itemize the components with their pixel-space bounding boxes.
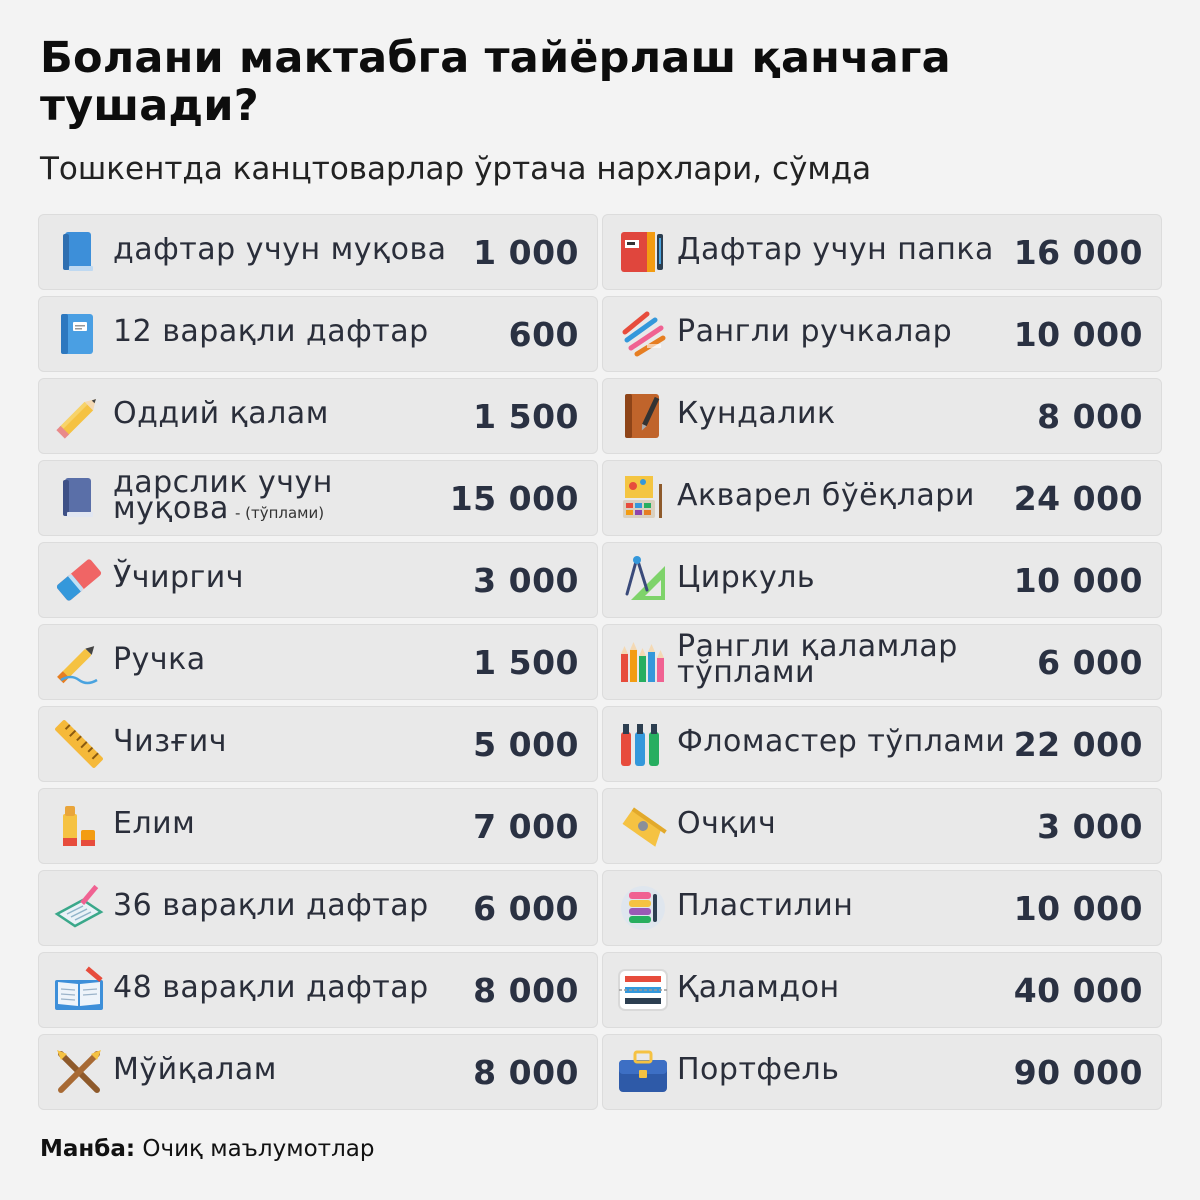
markers-icon [615,716,671,772]
price-card: Қаламдон 40 000 [602,952,1162,1028]
ruler-icon [51,716,107,772]
sharpener-icon [615,798,671,854]
item-label: Елим [113,806,196,841]
textbook-cover-icon [51,470,107,526]
source-text: Очиқ маълумотлар [142,1136,375,1162]
price-card: Акварел бўёқлари 24 000 [602,460,1162,536]
item-label: Кундалик [677,396,836,431]
item-price: 15 000 [449,478,579,518]
price-card: Пластилин 10 000 [602,870,1162,946]
price-card: Ручка 1 500 [38,624,598,700]
item-label: 12 варақли дафтар [113,314,429,349]
notebook-writing-icon [51,880,107,936]
colored-pencils-icon [615,634,671,690]
item-price: 8 000 [473,970,579,1010]
price-card: Елим 7 000 [38,788,598,864]
item-price: 600 [508,314,579,354]
page-title: Болани мактабга тайёрлаш қанчага тушади? [40,33,951,131]
price-card: Оддий қалам 1 500 [38,378,598,454]
price-card: Циркуль 10 000 [602,542,1162,618]
price-card: Портфель 90 000 [602,1034,1162,1110]
item-price: 22 000 [1013,724,1143,764]
colored-pens-icon [615,306,671,362]
pen-writing-icon [51,634,107,690]
item-label: Қаламдон [677,970,840,1005]
price-grid: дафтар учун муқова 1 000 Дафтар учун пап… [38,214,1162,1110]
blue-book-cover-icon [51,224,107,280]
item-label: Фломастер тўплами [677,724,1006,759]
item-price: 24 000 [1013,478,1143,518]
plasticine-icon [615,880,671,936]
price-card: Очқич 3 000 [602,788,1162,864]
item-price: 10 000 [1013,888,1143,928]
price-card: Кундалик 8 000 [602,378,1162,454]
source-label: Манба: [40,1136,136,1162]
item-label: Мўйқалам [113,1052,277,1087]
item-label: Ўчиргич [113,560,245,595]
price-card: Рангли қаламлар тўплами 6 000 [602,624,1162,700]
item-price: 6 000 [473,888,579,928]
price-card: дафтар учун муқова 1 000 [38,214,598,290]
item-note: - (тўплами) [234,504,325,522]
price-card: Фломастер тўплами 22 000 [602,706,1162,782]
item-price: 40 000 [1013,970,1143,1010]
item-price: 8 000 [1037,396,1143,436]
item-price: 16 000 [1013,232,1143,272]
price-card: 36 варақли дафтар 6 000 [38,870,598,946]
pencil-icon [51,388,107,444]
price-card: Рангли ручкалар 10 000 [602,296,1162,372]
source-note: Манба: Очиқ маълумотлар [40,1136,374,1162]
notebook-icon [51,306,107,362]
price-card: Мўйқалам 8 000 [38,1034,598,1110]
watercolor-paints-icon [615,470,671,526]
item-label: Дафтар учун папка [677,232,994,267]
item-price: 10 000 [1013,560,1143,600]
item-price: 1 500 [473,396,579,436]
item-label: Оддий қалам [113,396,329,431]
page-subtitle: Тошкентда канцтоварлар ўртача нархлари, … [40,151,872,187]
item-label: Портфель [677,1052,840,1087]
item-label: Рангли ручкалар [677,314,953,349]
diary-pen-icon [615,388,671,444]
folder-binder-icon [615,224,671,280]
item-label: 48 варақли дафтар [113,970,429,1005]
item-price: 6 000 [1037,642,1143,682]
item-price: 5 000 [473,724,579,764]
item-price: 7 000 [473,806,579,846]
item-price: 8 000 [473,1052,579,1092]
item-price: 3 000 [473,560,579,600]
item-label: Акварел бўёқлари [677,478,975,513]
item-price: 1 000 [473,232,579,272]
item-label: Чизғич [113,724,227,759]
pencil-case-icon [615,962,671,1018]
open-book-icon [51,962,107,1018]
glue-stick-icon [51,798,107,854]
price-card: Ўчиргич 3 000 [38,542,598,618]
item-price: 3 000 [1037,806,1143,846]
brushes-icon [51,1044,107,1100]
eraser-icon [51,552,107,608]
price-card: Дафтар учун папка 16 000 [602,214,1162,290]
briefcase-icon [615,1044,671,1100]
item-label: дафтар учун муқова [113,232,447,267]
item-label: Пластилин [677,888,854,923]
item-price: 10 000 [1013,314,1143,354]
item-label: дарслик учун муқова [113,465,333,526]
price-card: Чизғич 5 000 [38,706,598,782]
item-label: 36 варақли дафтар [113,888,429,923]
item-label: Ручка [113,642,206,677]
price-card: 48 варақли дафтар 8 000 [38,952,598,1028]
item-label: Очқич [677,806,777,841]
item-price: 1 500 [473,642,579,682]
item-price: 90 000 [1013,1052,1143,1092]
price-card: 12 варақли дафтар 600 [38,296,598,372]
price-card: дарслик учун муқова - (тўплами) 15 000 [38,460,598,536]
compass-ruler-icon [615,552,671,608]
item-label: Рангли қаламлар тўплами [677,629,958,690]
item-label: Циркуль [677,560,816,595]
